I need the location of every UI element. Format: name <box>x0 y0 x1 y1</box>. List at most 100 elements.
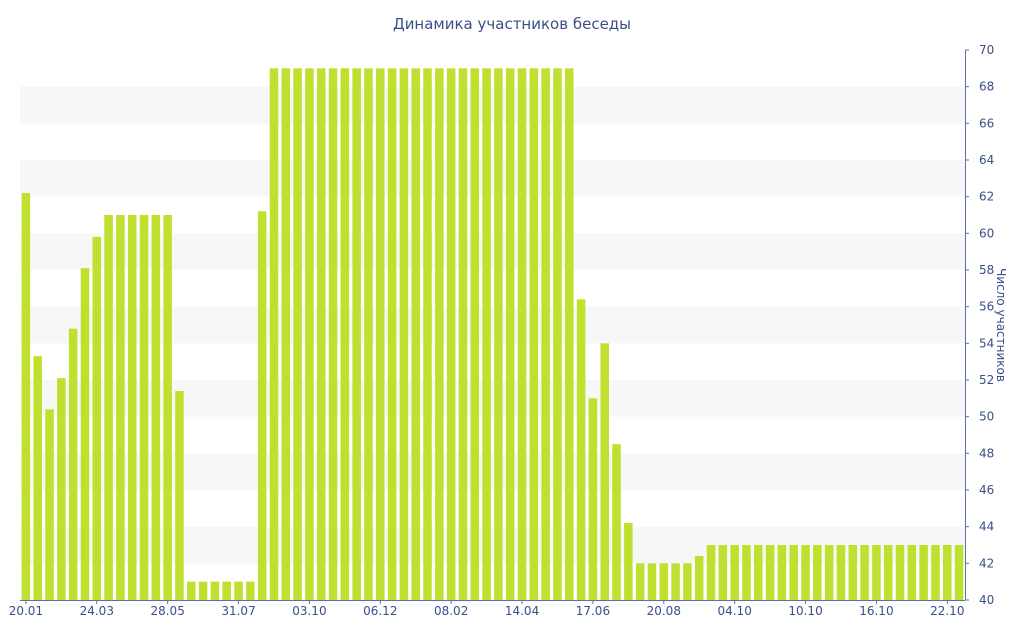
y-tick-label: 60 <box>979 226 994 240</box>
bar <box>565 68 574 600</box>
x-tick-label: 20.08 <box>647 604 681 618</box>
x-tick-label: 24.03 <box>80 604 114 618</box>
bar <box>293 68 302 600</box>
bar <box>647 563 657 600</box>
x-tick-label: 22.10 <box>930 604 964 618</box>
y-tick-label: 56 <box>979 300 994 314</box>
bar <box>210 581 220 600</box>
grid-band <box>20 380 965 417</box>
bar <box>848 545 858 600</box>
bar <box>340 68 350 600</box>
bar <box>919 545 928 600</box>
grid-band <box>20 453 965 490</box>
bar <box>281 68 291 600</box>
bar <box>860 545 869 600</box>
bar <box>352 68 361 600</box>
bar <box>801 545 810 600</box>
bar <box>895 545 905 600</box>
bar <box>659 563 669 600</box>
bar <box>635 563 645 600</box>
bar <box>765 545 775 600</box>
bar <box>446 68 456 600</box>
bar <box>907 545 917 600</box>
bar <box>187 581 196 600</box>
bar <box>222 581 231 600</box>
bar <box>45 409 54 600</box>
bar <box>104 215 113 600</box>
bar <box>305 68 314 600</box>
x-tick-label: 20.01 <box>9 604 43 618</box>
bar <box>470 68 480 600</box>
x-tick-label: 10.10 <box>788 604 822 618</box>
bar <box>399 68 409 600</box>
y-tick-label: 68 <box>979 80 994 94</box>
bar <box>789 545 798 600</box>
bar <box>246 581 255 600</box>
bar <box>68 328 78 600</box>
bar <box>163 215 172 600</box>
grid-band <box>20 526 965 564</box>
bar <box>494 68 503 600</box>
bar <box>836 545 846 600</box>
y-tick-label: 52 <box>979 373 994 387</box>
x-tick-label: 14.04 <box>505 604 539 618</box>
bar <box>33 356 42 600</box>
y-tick-label: 62 <box>979 190 994 204</box>
grid-band <box>20 306 965 344</box>
bar <box>92 237 102 600</box>
x-tick-label: 17.06 <box>576 604 610 618</box>
bar <box>706 545 716 600</box>
bar <box>529 68 539 600</box>
bar <box>139 215 149 600</box>
bar <box>57 378 66 600</box>
bar <box>517 68 527 600</box>
bar <box>742 545 751 600</box>
bar <box>718 545 728 600</box>
bar <box>612 444 621 600</box>
bar <box>777 545 787 600</box>
bar <box>954 545 964 600</box>
y-tick-label: 64 <box>979 153 994 167</box>
bar <box>730 545 739 600</box>
bar <box>883 545 893 600</box>
bar <box>387 68 397 600</box>
bar <box>411 68 420 600</box>
bar <box>600 343 609 600</box>
x-tick-label: 28.05 <box>150 604 184 618</box>
bar <box>175 391 184 600</box>
bar <box>872 545 881 600</box>
bar <box>588 398 598 600</box>
grid-band <box>20 160 965 197</box>
x-tick-label: 04.10 <box>717 604 751 618</box>
y-tick-label: 58 <box>979 263 994 277</box>
bar <box>364 68 373 600</box>
bar <box>694 556 704 600</box>
y-axis-title: Число участников <box>994 268 1008 382</box>
bar <box>671 563 680 600</box>
bar <box>824 545 834 600</box>
bar <box>683 563 692 600</box>
grid-band <box>20 233 965 270</box>
y-tick-label: 48 <box>979 446 994 460</box>
y-tick-label: 40 <box>979 593 994 607</box>
x-axis: 20.01 24.03 28.05 31.07 03.10 06.12 08.02 14.04… <box>9 600 965 618</box>
y-tick-label: 66 <box>979 116 994 130</box>
x-tick-label: 08.02 <box>434 604 468 618</box>
bar <box>127 215 137 600</box>
bar <box>482 68 491 600</box>
bar <box>813 545 822 600</box>
x-tick-label: 16.10 <box>859 604 893 618</box>
bar <box>116 215 125 600</box>
bar <box>80 268 90 600</box>
bar <box>198 581 208 600</box>
bar <box>21 193 31 600</box>
bar <box>754 545 763 600</box>
bar <box>505 68 515 600</box>
y-axis: 40 42 44 46 48 50 52 54 56 58 60 62 64 66 68 70 <box>965 43 994 607</box>
y-tick-label: 44 <box>979 520 994 534</box>
y-tick-label: 50 <box>979 410 994 424</box>
bar <box>553 68 562 600</box>
bar <box>576 299 586 600</box>
bar <box>541 68 550 600</box>
